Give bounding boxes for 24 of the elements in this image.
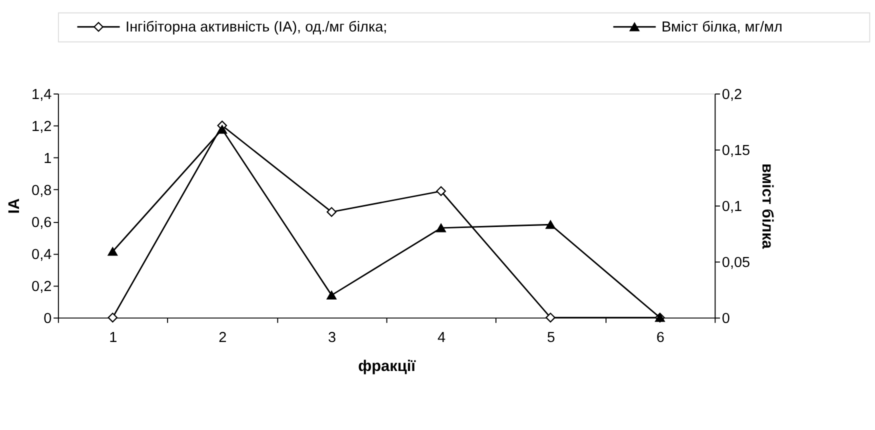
y-tick-label: 0,4 <box>32 246 52 263</box>
x-tick-label: 2 <box>218 330 227 346</box>
y2-tick-label: 0,2 <box>722 86 742 103</box>
x-tick-label: 5 <box>546 330 556 346</box>
y-axis-title: ІА <box>6 198 23 214</box>
x-tick-label: 6 <box>656 330 664 346</box>
legend-label: Інгібіторна активність (ІА), од./мг білка; <box>126 20 388 36</box>
y2-tick-label: 0,15 <box>722 142 750 159</box>
x-tick-label: 1 <box>109 330 118 346</box>
x-tick-label: 3 <box>328 330 336 346</box>
y2-tick-label: 0,05 <box>722 254 750 271</box>
y-tick-label: 0,2 <box>32 278 52 295</box>
y-tick-label: 0,6 <box>32 214 52 231</box>
y2-tick-label: 0 <box>722 310 730 327</box>
y2-axis-title: вміст білка <box>758 163 776 250</box>
y-tick-label: 1 <box>44 150 52 167</box>
y-tick-label: 1,4 <box>32 86 52 103</box>
y-tick-label: 0 <box>44 310 52 327</box>
y-tick-label: 0,8 <box>32 182 52 199</box>
y-tick-label: 1,2 <box>32 118 52 135</box>
y2-tick-label: 0,1 <box>722 198 742 215</box>
legend-label: Вміст білка, мг/мл <box>662 20 782 36</box>
x-axis-title: фракції <box>358 358 416 376</box>
x-tick-label: 4 <box>438 330 446 346</box>
